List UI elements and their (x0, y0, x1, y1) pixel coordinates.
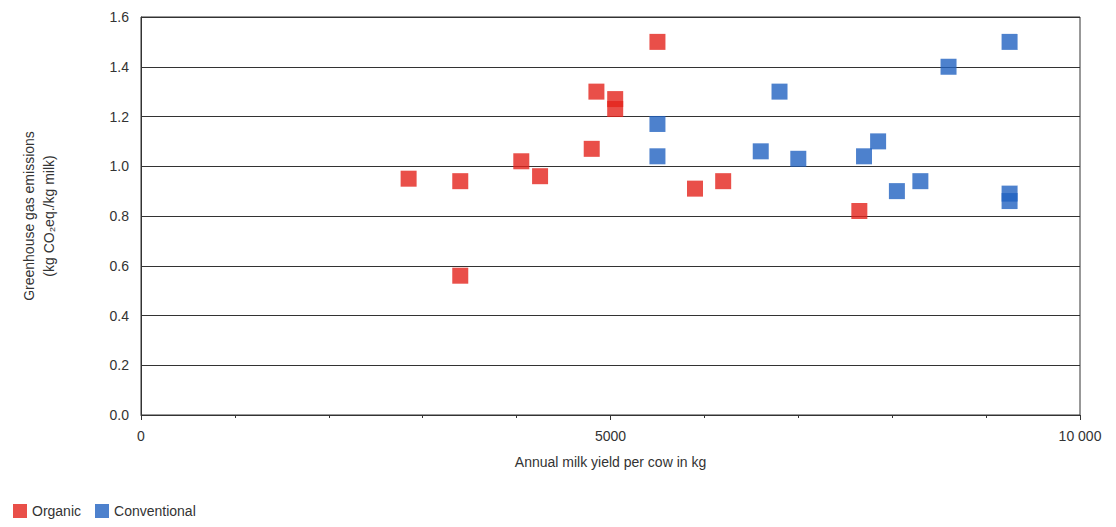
svg-text:Greenhouse gas emissions: Greenhouse gas emissions (21, 131, 37, 301)
svg-text:0.0: 0.0 (110, 407, 130, 423)
svg-text:0.2: 0.2 (110, 357, 130, 373)
svg-text:0.8: 0.8 (110, 208, 130, 224)
svg-text:1.0: 1.0 (110, 158, 130, 174)
svg-text:10 000: 10 000 (1059, 428, 1102, 444)
svg-text:1.2: 1.2 (110, 109, 130, 125)
svg-text:0: 0 (137, 428, 145, 444)
svg-text:0.4: 0.4 (110, 308, 130, 324)
svg-text:0.6: 0.6 (110, 258, 130, 274)
svg-text:1.4: 1.4 (110, 59, 130, 75)
svg-text:Annual milk yield per cow in k: Annual milk yield per cow in kg (515, 454, 706, 470)
svg-text:(kg CO₂eq./kg milk): (kg CO₂eq./kg milk) (41, 155, 57, 276)
svg-text:Conventional: Conventional (114, 503, 196, 519)
svg-text:Organic: Organic (32, 503, 81, 519)
svg-text:5000: 5000 (595, 428, 626, 444)
svg-text:1.6: 1.6 (110, 9, 130, 25)
